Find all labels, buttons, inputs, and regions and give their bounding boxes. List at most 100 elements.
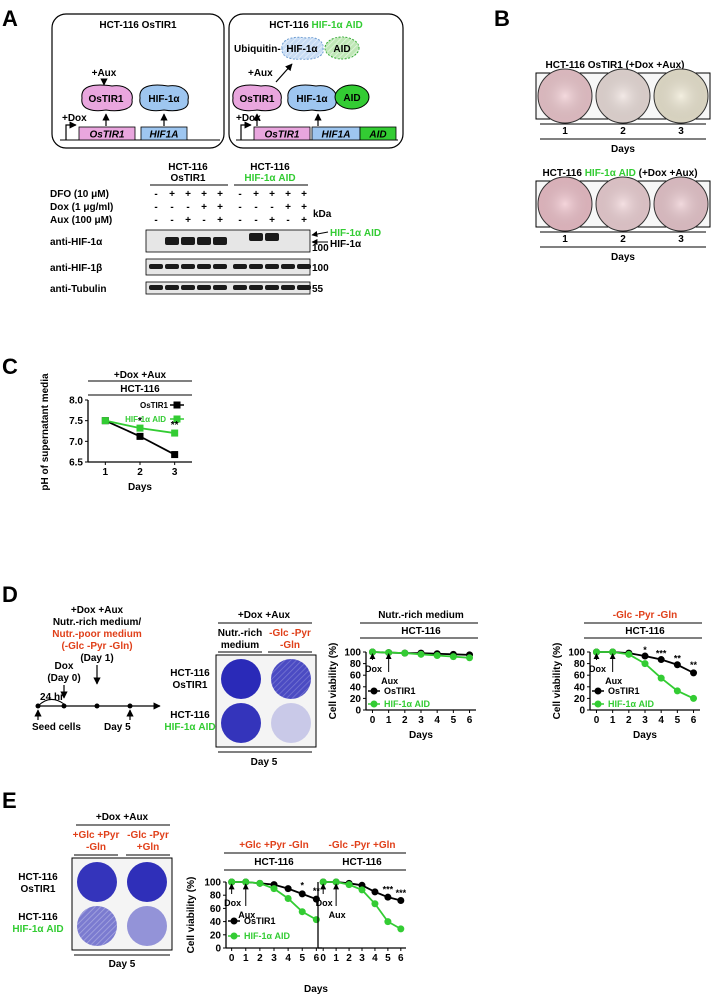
panel-d-timeline: +Dox +Aux Nutr.-rich medium/ Nutr.-poor … xyxy=(32,605,161,733)
blot-band xyxy=(249,264,263,269)
day-label: 2 xyxy=(620,234,626,245)
condition-mark: + xyxy=(253,189,259,200)
panel-letter-d: D xyxy=(2,582,18,607)
chart-header1: Nutr.-rich medium xyxy=(378,610,464,621)
x-tick-label: 1 xyxy=(103,467,109,478)
data-point xyxy=(371,888,379,896)
y-tick-label: 7.0 xyxy=(69,437,83,448)
chart-xlabel: Days xyxy=(409,730,433,741)
timeline-top2: Nutr.-rich medium/ xyxy=(53,617,142,628)
blot-rows: anti-HIF-1α 100 anti-HIF-1β 100 anti-Tubulin… xyxy=(50,229,329,295)
y-tick-label: 60 xyxy=(574,671,586,682)
x-tick-label: 1 xyxy=(243,953,249,964)
blot-band xyxy=(181,264,195,269)
chart-header2: HCT-116 xyxy=(625,626,665,637)
x-tick-label: 4 xyxy=(658,715,664,726)
d-col2-l2: -Gln xyxy=(280,640,300,651)
chart-header2: HCT-116 xyxy=(401,626,441,637)
d-stain-footer: Day 5 xyxy=(251,757,278,768)
timeline-top5: (Day 1) xyxy=(80,653,113,664)
significance: * xyxy=(138,416,142,427)
y-tick-label: 60 xyxy=(350,671,362,682)
data-point xyxy=(625,650,633,658)
wells-bottom xyxy=(537,176,709,232)
y-tick-label: 20 xyxy=(574,694,586,705)
day-label: 1 xyxy=(562,126,568,137)
panel-d-stain: +Dox +Aux Nutr.-rich medium -Glc -Pyr -G… xyxy=(164,610,317,768)
x-tick-label: 4 xyxy=(434,715,440,726)
blot-band xyxy=(181,237,195,245)
condition-mark: + xyxy=(269,215,275,226)
treatment-arrow-label: Dox xyxy=(589,664,606,674)
data-point xyxy=(433,651,441,659)
condition-mark: + xyxy=(285,189,291,200)
data-point xyxy=(641,652,649,660)
legend-ostir1: OsTIR1 xyxy=(384,686,416,696)
y-tick-label: 20 xyxy=(350,694,362,705)
y-tick-label: 20 xyxy=(210,930,222,941)
timeline-seed: Seed cells xyxy=(32,722,81,733)
legend-hif1a-aid: HIF-1α AID xyxy=(244,931,291,941)
condition-mark: + xyxy=(285,202,291,213)
y-tick-label: 60 xyxy=(210,904,222,915)
blot-row-label: anti-Tubulin xyxy=(50,284,106,295)
c-header1: +Dox +Aux xyxy=(114,370,167,381)
condition-label: Dox (1 μg/ml) xyxy=(50,202,113,213)
band-label-hif: HIF-1α xyxy=(330,239,362,250)
condition-mark: + xyxy=(201,189,207,200)
data-point xyxy=(312,916,320,924)
data-point xyxy=(657,656,665,664)
data-point xyxy=(690,669,698,677)
mw-marker: 100 xyxy=(312,243,329,254)
stain-well xyxy=(221,703,261,743)
significance: ** xyxy=(690,660,698,670)
schematic-title: HCT-116 OsTIR1 xyxy=(99,20,177,31)
condition-label: DFO (10 μM) xyxy=(50,189,109,200)
d-row1-l2: OsTIR1 xyxy=(172,680,207,691)
data-point xyxy=(384,918,392,926)
data-point xyxy=(256,879,264,887)
legend-hif1a-aid: HIF-1α AID xyxy=(125,415,166,424)
condition-mark: - xyxy=(238,189,241,200)
x-tick-label: 0 xyxy=(594,715,600,726)
e-ylabel: Cell viability (%) xyxy=(186,877,197,954)
blot-band xyxy=(213,237,227,245)
schematic-title-green: HIF-1α AID xyxy=(312,20,363,31)
blot-group2-line1: HCT-116 xyxy=(250,162,290,173)
data-point xyxy=(673,661,681,669)
significance: *** xyxy=(383,885,394,895)
y-tick-label: 40 xyxy=(574,682,586,693)
y-tick-label: 80 xyxy=(210,891,222,902)
blot-band xyxy=(265,233,279,241)
condition-mark: - xyxy=(186,202,189,213)
day-label: 3 xyxy=(678,234,684,245)
significance: *** xyxy=(656,649,667,659)
y-tick-label: 0 xyxy=(215,944,221,955)
y-tick-label: 0 xyxy=(579,706,585,717)
chart-ph: 6.5 7.0 7.5 8.0 1 2 3 Days pH of supernatant med… xyxy=(40,373,192,493)
blot-band xyxy=(213,285,227,290)
blot-band xyxy=(149,285,163,290)
condition-mark: - xyxy=(154,215,157,226)
chart-ylabel: Cell viability (%) xyxy=(328,643,339,720)
c-header2: HCT-116 xyxy=(120,384,160,395)
timeline-top4: (-Glc -Pyr -Gln) xyxy=(61,641,132,652)
blot-band xyxy=(149,264,163,269)
dox-label: +Dox xyxy=(236,113,261,124)
x-tick-label: 0 xyxy=(370,715,376,726)
x-tick-label: 2 xyxy=(626,715,632,726)
y-tick-label: 6.5 xyxy=(69,458,83,469)
condition-mark: + xyxy=(301,215,307,226)
blot-band xyxy=(281,285,295,290)
data-point xyxy=(371,900,379,908)
x-tick-label: 1 xyxy=(333,953,339,964)
chart-header1: -Glc -Pyr +Gln xyxy=(329,840,396,851)
chart-header2: HCT-116 xyxy=(342,857,382,868)
y-tick-label: 40 xyxy=(350,682,362,693)
plate-title-top: HCT-116 OsTIR1 (+Dox +Aux) xyxy=(546,60,685,71)
plate-title-bottom: HCT-116 xyxy=(542,168,584,179)
gene-hif1a: HIF1A xyxy=(150,130,179,141)
data-point xyxy=(284,895,292,902)
data-point xyxy=(136,424,144,432)
